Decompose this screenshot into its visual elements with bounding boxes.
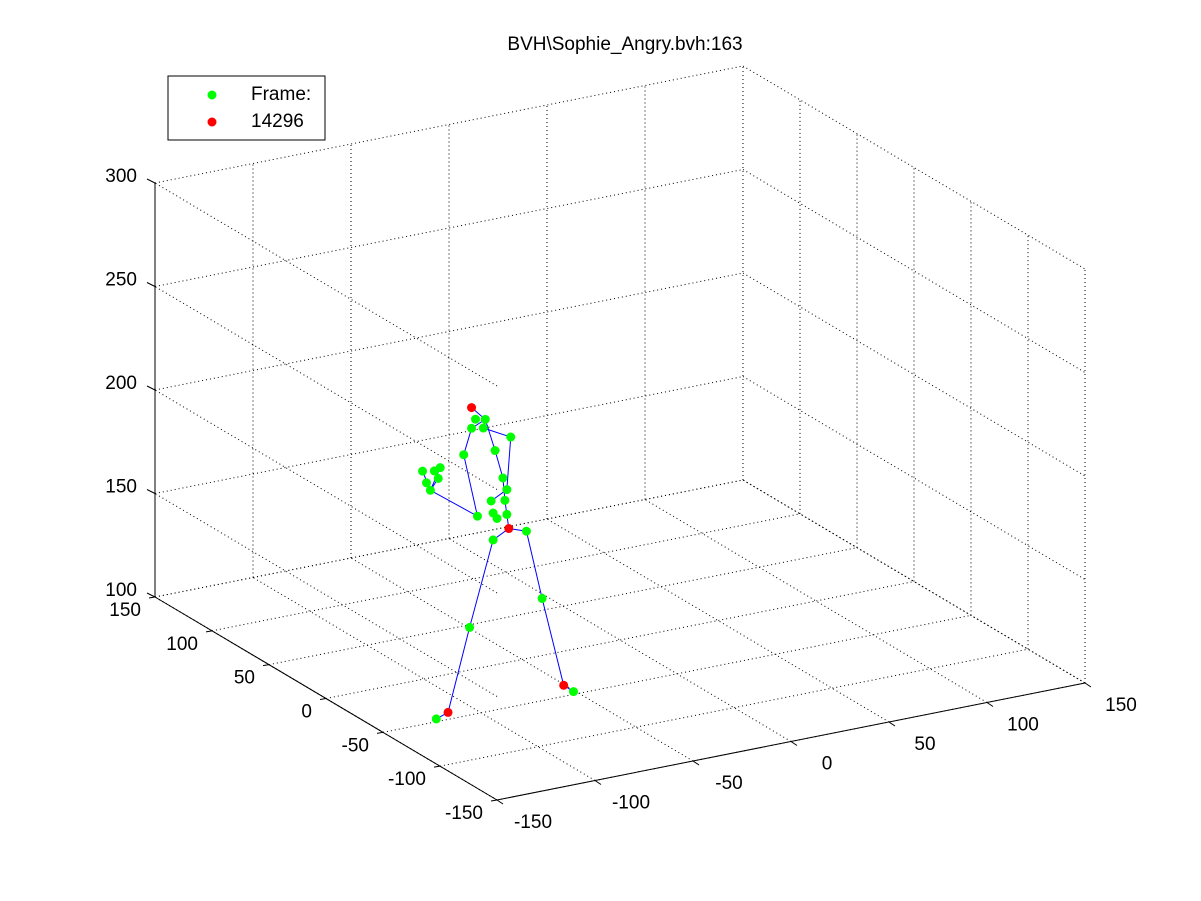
z-tick-label: 100 xyxy=(105,580,137,601)
x-tick-label: 150 xyxy=(1105,695,1137,716)
z-tick-label: 150 xyxy=(105,477,137,498)
joint-marker xyxy=(502,509,512,519)
joint-marker xyxy=(559,680,569,690)
tick-mark xyxy=(433,765,441,768)
joint-marker xyxy=(537,593,547,603)
tick-mark xyxy=(262,664,270,667)
y-tick-label: -100 xyxy=(388,769,426,790)
joint-marker xyxy=(490,446,500,456)
tick-mark xyxy=(146,592,156,598)
y-tick-label: 150 xyxy=(109,600,141,621)
x-tick-label: 0 xyxy=(822,754,833,775)
joint-marker xyxy=(486,496,496,506)
joint-marker xyxy=(504,524,514,534)
tick-mark xyxy=(496,799,504,805)
joint-marker xyxy=(431,714,441,724)
x-tick-label: 100 xyxy=(1007,715,1039,736)
joint-marker xyxy=(435,463,445,473)
tick-mark xyxy=(205,630,213,633)
joint-marker xyxy=(500,495,510,505)
tick-mark xyxy=(146,385,156,391)
z-tick-label: 250 xyxy=(105,270,137,291)
joint-marker xyxy=(467,423,477,433)
tick-mark xyxy=(594,780,602,785)
tick-mark xyxy=(692,760,700,766)
joint-marker xyxy=(480,414,490,424)
tick-mark xyxy=(146,489,156,494)
joint-marker xyxy=(425,485,435,495)
tick-mark xyxy=(490,799,498,802)
joint-marker xyxy=(478,423,488,433)
y-tick-label: -50 xyxy=(342,735,369,756)
joint-marker xyxy=(568,687,578,697)
y-tick-label: 50 xyxy=(234,668,255,689)
legend-box xyxy=(167,75,326,141)
joint-marker xyxy=(418,466,428,476)
joint-marker xyxy=(459,450,469,460)
tick-mark xyxy=(146,282,156,287)
x-tick-label: 50 xyxy=(914,734,935,755)
joint-marker xyxy=(433,473,443,483)
joint-marker xyxy=(521,526,531,536)
joint-marker xyxy=(502,485,512,495)
x-tick-label: -150 xyxy=(514,812,552,833)
joint-marker xyxy=(421,478,431,488)
z-tick-label: 300 xyxy=(105,166,137,187)
joint-marker xyxy=(492,513,502,523)
joint-marker xyxy=(467,403,477,413)
tick-mark xyxy=(376,731,384,734)
tick-mark xyxy=(319,698,327,700)
tick-mark xyxy=(1084,682,1092,688)
joint-marker xyxy=(470,414,480,424)
x-tick-label: -100 xyxy=(612,793,650,814)
joint-marker xyxy=(498,473,508,483)
legend-label: 14296 xyxy=(251,111,304,132)
y-tick-label: -150 xyxy=(445,803,483,824)
legend-label: Frame: xyxy=(251,84,311,105)
legend-marker xyxy=(207,90,217,100)
joint-marker xyxy=(488,535,498,545)
y-tick-label: 0 xyxy=(301,702,312,723)
tick-mark xyxy=(148,596,156,599)
x-tick-label: -50 xyxy=(715,773,742,794)
y-tick-label: 100 xyxy=(166,634,198,655)
tick-mark xyxy=(986,702,994,707)
joint-marker xyxy=(506,432,516,442)
tick-mark xyxy=(146,178,156,184)
chart-title: BVH\Sophie_Angry.bvh:163 xyxy=(507,34,742,55)
joint-marker xyxy=(472,511,482,521)
tick-mark xyxy=(790,741,798,746)
tick-mark xyxy=(888,721,896,727)
joint-marker xyxy=(465,622,475,632)
z-tick-label: 200 xyxy=(105,373,137,394)
joint-marker xyxy=(443,707,453,717)
legend-marker xyxy=(207,117,217,127)
